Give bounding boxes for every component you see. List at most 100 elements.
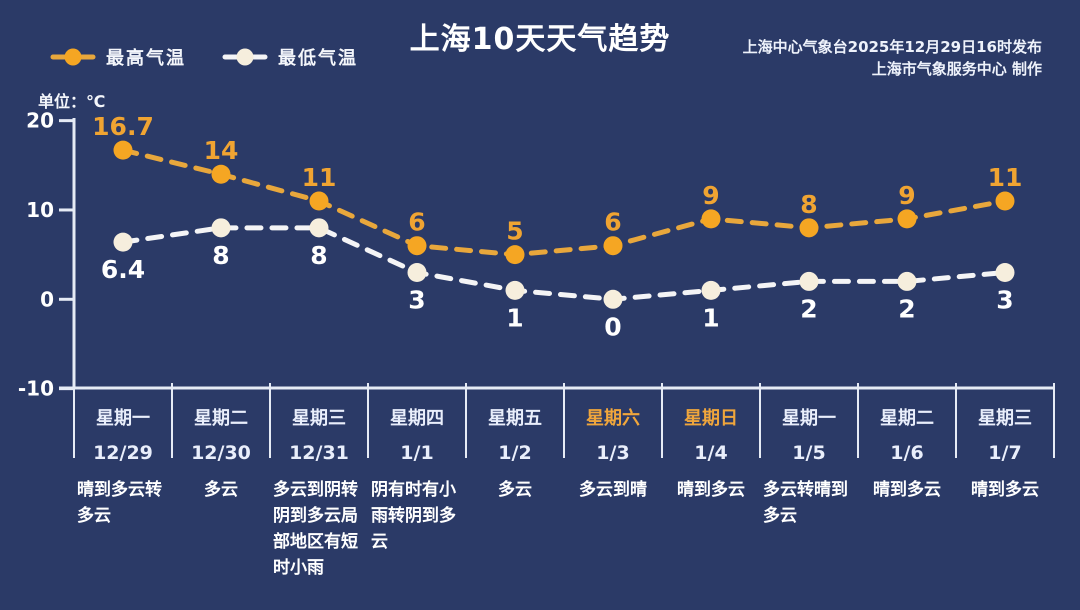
date-label: 1/6 <box>890 442 924 464</box>
y-tick-label: 10 <box>26 198 54 222</box>
date-label: 1/7 <box>988 442 1022 464</box>
high-temp-point <box>505 245 525 265</box>
day-column: 星期二 1/6 晴到多云 <box>858 389 956 503</box>
weather-text: 多云转晴到多云 <box>763 480 848 526</box>
high-temp-value: 6 <box>604 208 621 237</box>
source-line-2: 上海市气象服务中心 制作 <box>871 60 1042 78</box>
high-temp-point <box>407 236 427 256</box>
date-label: 1/4 <box>694 442 728 464</box>
low-temp-value: 3 <box>408 286 425 315</box>
y-tick-label: -10 <box>18 377 54 401</box>
weekday-label: 星期二 <box>880 408 934 429</box>
low-temp-point <box>603 289 623 309</box>
legend-label-low: 最低气温 <box>278 48 358 69</box>
day-column: 星期日 1/4 晴到多云 <box>662 389 760 503</box>
date-label: 12/31 <box>289 442 349 464</box>
legend-item-low: 最低气温 <box>222 44 358 70</box>
low-temp-point <box>113 232 133 252</box>
low-temp-point <box>995 263 1015 283</box>
low-temp-legend-icon <box>222 48 268 66</box>
weather-description: 晴到多云转多云 <box>74 477 172 529</box>
high-temp-point <box>113 140 133 160</box>
high-temp-legend-icon <box>50 48 96 66</box>
weather-description: 晴到多云 <box>858 477 956 503</box>
legend-item-high: 最高气温 <box>50 44 186 70</box>
weather-description: 晴到多云 <box>662 477 760 503</box>
weather-text: 晴到多云 <box>971 480 1039 500</box>
legend: 最高气温 最低气温 <box>50 44 358 70</box>
weather-description: 多云到晴 <box>564 477 662 503</box>
weather-description: 晴到多云 <box>956 477 1054 503</box>
weekday-label: 星期三 <box>978 408 1032 429</box>
high-temp-value: 11 <box>302 163 337 192</box>
weather-text: 多云 <box>498 480 532 500</box>
low-temp-point <box>211 218 231 238</box>
weekday-label: 星期一 <box>96 408 150 429</box>
date-label: 1/1 <box>400 442 434 464</box>
high-temp-point <box>897 209 917 229</box>
weekday-label: 星期三 <box>292 408 346 429</box>
low-temp-point <box>505 280 525 300</box>
date-label: 12/30 <box>191 442 251 464</box>
low-temp-line <box>120 225 1008 302</box>
weekday-label: 星期四 <box>390 408 444 429</box>
high-temp-value: 5 <box>506 217 523 246</box>
low-temp-value: 3 <box>996 286 1013 315</box>
high-temp-point <box>995 191 1015 211</box>
day-column: 星期五 1/2 多云 <box>466 389 564 503</box>
high-temp-value: 11 <box>988 163 1023 192</box>
day-column: 星期四 1/1 阴有时有小雨转阴到多云 <box>368 389 466 555</box>
date-label: 1/2 <box>498 442 532 464</box>
low-temp-point <box>309 218 329 238</box>
day-column: 星期六 1/3 多云到晴 <box>564 389 662 503</box>
high-temp-value: 14 <box>204 136 239 165</box>
weekday-label: 星期六 <box>586 408 640 429</box>
high-temp-point <box>603 236 623 256</box>
high-temp-line <box>120 147 1008 258</box>
high-temp-point <box>309 191 329 211</box>
day-column: 星期三 12/31 多云到阴转阴到多云局部地区有短时小雨 <box>270 389 368 581</box>
day-column: 星期一 12/29 晴到多云转多云 <box>74 389 172 529</box>
date-label: 12/29 <box>93 442 153 464</box>
weather-description: 多云到阴转阴到多云局部地区有短时小雨 <box>270 477 368 581</box>
low-temp-value: 6.4 <box>101 255 145 284</box>
weather-text: 晴到多云 <box>873 480 941 500</box>
weather-text: 晴到多云转多云 <box>77 480 162 526</box>
weather-text: 多云 <box>204 480 238 500</box>
weekday-label: 星期二 <box>194 408 248 429</box>
source-line-1: 上海中心气象台2025年12月29日16时发布 <box>742 38 1042 56</box>
high-temp-point <box>799 218 819 238</box>
weather-text: 多云到晴 <box>579 480 647 500</box>
weather-description: 多云转晴到多云 <box>760 477 858 529</box>
legend-label-high: 最高气温 <box>106 48 186 69</box>
low-temp-value: 2 <box>898 294 915 323</box>
y-tick-label: 20 <box>26 109 54 133</box>
weekday-label: 星期一 <box>782 408 836 429</box>
day-axis: 星期一 12/29 晴到多云转多云 星期二 12/30 多云 星期三 12/31 多云到阴转阴到… <box>0 389 1080 610</box>
high-temp-value: 6 <box>408 208 425 237</box>
day-column: 星期三 1/7 晴到多云 <box>956 389 1054 503</box>
page-title: 上海10天天气趋势 <box>409 22 671 57</box>
low-temp-value: 1 <box>702 303 719 332</box>
low-temp-value: 1 <box>506 303 523 332</box>
date-label: 1/3 <box>596 442 630 464</box>
weather-description: 多云 <box>172 477 270 503</box>
low-temp-value: 2 <box>800 294 817 323</box>
high-temp-point <box>701 209 721 229</box>
weather-description: 阴有时有小雨转阴到多云 <box>368 477 466 555</box>
low-temp-point <box>897 271 917 291</box>
high-temp-value: 9 <box>898 181 915 210</box>
weekday-label: 星期日 <box>684 408 738 429</box>
weekday-label: 星期五 <box>488 408 542 429</box>
low-temp-value: 0 <box>604 312 621 341</box>
low-temp-value: 8 <box>310 241 327 270</box>
high-temp-point <box>211 164 231 184</box>
weather-text: 多云到阴转阴到多云局部地区有短时小雨 <box>273 480 358 578</box>
high-temp-value: 16.7 <box>92 112 154 141</box>
low-temp-value: 8 <box>212 241 229 270</box>
low-temp-point <box>407 263 427 283</box>
day-column: 星期二 12/30 多云 <box>172 389 270 503</box>
weather-description: 多云 <box>466 477 564 503</box>
